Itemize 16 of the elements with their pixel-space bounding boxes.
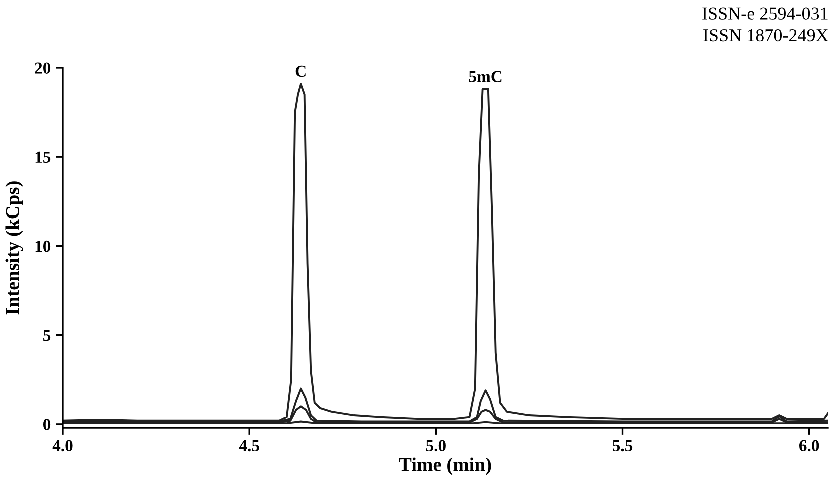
y-tick-label: 10	[36, 240, 51, 252]
text: ISSN-e 2594-031	[702, 8, 828, 20]
x-tick-label: 5.0	[426, 440, 446, 452]
x-tick-label: 4.0	[52, 440, 73, 452]
y-tick-label: 0	[43, 419, 51, 430]
x-tick-label: 4.5	[239, 440, 260, 452]
x-axis-title: Time (min)	[399, 458, 492, 476]
y-axis-title: Intensity (kCps)	[6, 182, 24, 315]
y-tick-label: 15	[36, 152, 51, 164]
text: ISSN 1870-249X	[704, 29, 829, 42]
y-tick-label: 20	[35, 62, 51, 74]
y-tick-label: 5	[44, 330, 51, 342]
annotation: C	[296, 66, 306, 78]
x-tick-label: 5.5	[613, 440, 633, 452]
x-tick-label: 6.0	[799, 440, 820, 452]
annotation: 5mC	[469, 71, 502, 82]
